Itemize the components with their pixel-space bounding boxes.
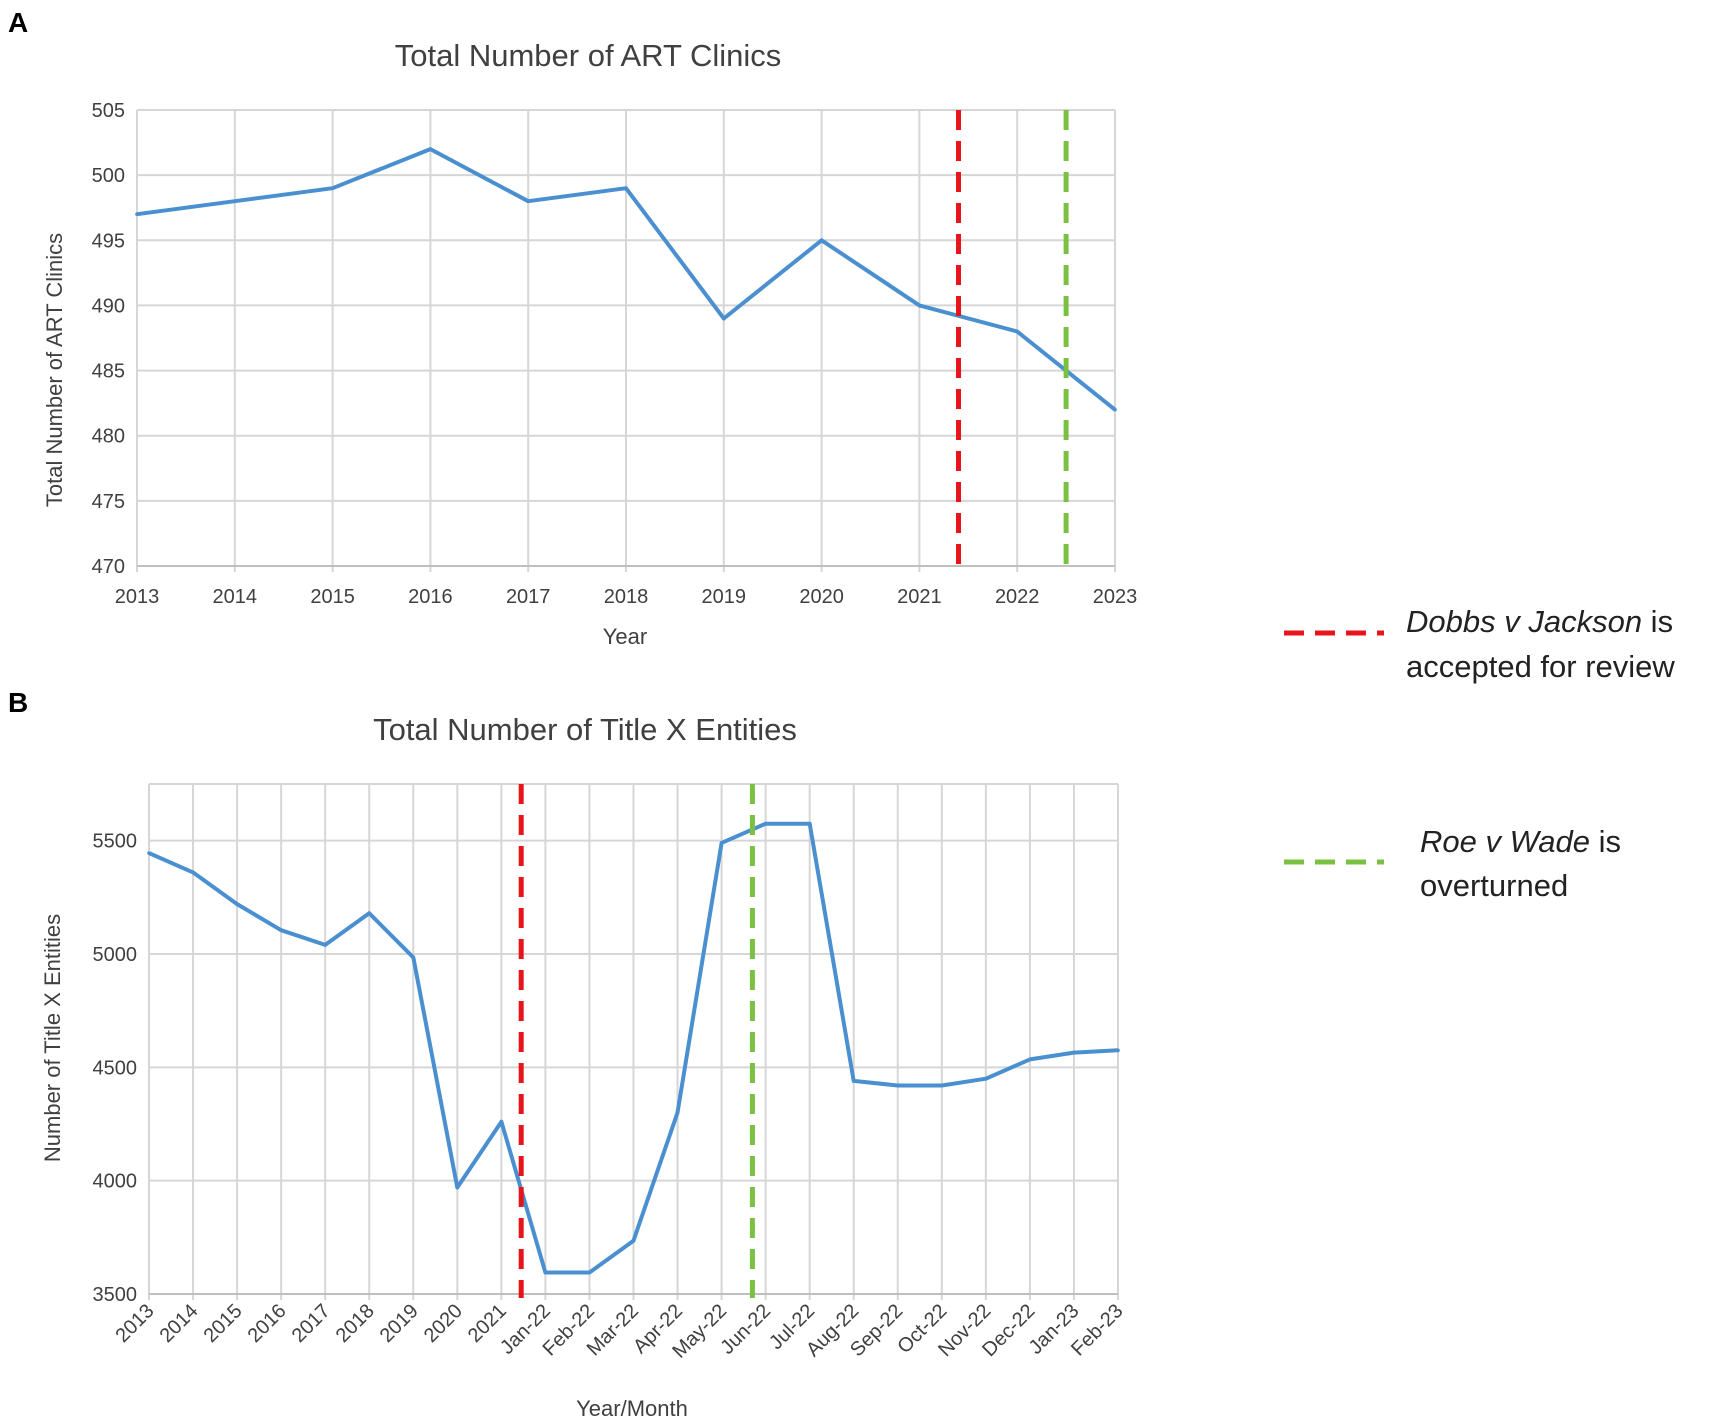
legend-dobbs-italic: Dobbs v Jackson — [1406, 604, 1642, 639]
chart-a-title: Total Number of ART Clinics — [395, 38, 782, 73]
chart-b-ytick-label: 5000 — [93, 944, 138, 966]
chart-a-data-point — [1015, 329, 1019, 334]
chart-a-xtick-label: 2022 — [995, 586, 1040, 608]
chart-b-data-point — [411, 955, 416, 960]
chart-a-xtick-label: 2017 — [506, 586, 551, 608]
chart-b-data-point — [147, 851, 151, 855]
legend: Dobbs v Jackson is accepted for review R… — [1284, 604, 1675, 903]
chart-b-ytick-label: 4500 — [93, 1057, 138, 1079]
chart-a-ytick-label: 485 — [92, 361, 125, 383]
chart-b-data-point — [851, 1079, 856, 1083]
legend-roe-line2: overturned — [1420, 868, 1568, 903]
chart-a-xtick-label: 2014 — [213, 586, 258, 608]
chart-b-xtick-label: 2020 — [420, 1300, 467, 1347]
chart-a-xlabel: Year — [603, 624, 647, 649]
legend-dobbs-rest: is — [1642, 604, 1673, 639]
chart-a-xtick-label: 2021 — [897, 586, 942, 608]
panel-a-letter: A — [8, 7, 28, 38]
chart-a-data-point — [917, 303, 922, 308]
chart-b-data-point — [940, 1083, 944, 1088]
chart-b-ytick-label: 4000 — [93, 1171, 138, 1193]
chart-a-data-point — [428, 147, 433, 151]
chart-a-data-point — [330, 186, 335, 190]
chart-b-xtick-label: 2019 — [376, 1300, 423, 1347]
chart-b-data-point — [719, 841, 724, 845]
chart-a-xtick-label: 2016 — [408, 586, 453, 608]
chart-a: Total Number of ART Clinics Year Total N… — [42, 38, 1137, 649]
chart-a-xtick-label: 2013 — [115, 586, 160, 608]
chart-b-data-point — [984, 1076, 988, 1081]
panel-b-letter: B — [8, 687, 28, 718]
chart-a-xtick-label: 2019 — [702, 586, 747, 608]
chart-a-ylabel: Total Number of ART Clinics — [42, 233, 67, 507]
chart-b-data-point — [235, 902, 239, 906]
chart-b-data-point — [807, 821, 812, 826]
chart-b-data-point — [587, 1270, 592, 1275]
chart-b-ytick-label: 3500 — [93, 1284, 138, 1306]
legend-roe-line1: Roe v Wade is — [1420, 824, 1621, 859]
chart-a-data-point — [1113, 407, 1117, 412]
chart-b-data-point — [279, 928, 283, 932]
chart-a-ytick-label: 500 — [92, 165, 125, 187]
chart-b-xtick-label: 2017 — [288, 1300, 335, 1347]
chart-b-data-point — [631, 1238, 636, 1243]
legend-dobbs-line1: Dobbs v Jackson is — [1406, 604, 1673, 639]
chart-b-data-point — [1116, 1048, 1120, 1053]
chart-a-ytick-label: 480 — [92, 426, 125, 448]
chart-b-data-point — [191, 870, 195, 875]
legend-roe-italic: Roe v Wade — [1420, 824, 1590, 859]
chart-b-data-point — [675, 1110, 680, 1115]
chart-b-xtick-label: 2016 — [244, 1300, 291, 1347]
chart-a-ytick-label: 495 — [92, 230, 125, 252]
chart-b-title: Total Number of Title X Entities — [373, 712, 797, 747]
chart-a-data-point — [819, 238, 824, 243]
chart-b-xtick-label: Jun-22 — [716, 1300, 775, 1359]
legend-dobbs-line2: accepted for review — [1406, 649, 1675, 684]
chart-a-ytick-label: 475 — [92, 491, 125, 513]
chart-b-data-point — [1028, 1057, 1032, 1062]
chart-b-ylabel: Number of Title X Entities — [40, 914, 65, 1162]
chart-a-data-point — [722, 316, 726, 321]
chart-a-ytick-label: 470 — [92, 556, 125, 578]
chart-b-data-point — [1072, 1050, 1076, 1055]
chart-a-ytick-label: 490 — [92, 295, 125, 317]
chart-a-data-point — [233, 199, 237, 203]
chart-b-xtick-label: 2015 — [200, 1300, 247, 1347]
chart-b-xtick-label: 2014 — [156, 1300, 203, 1347]
chart-a-xtick-label: 2023 — [1093, 586, 1138, 608]
chart-b-data-point — [323, 943, 327, 947]
chart-b-data-point — [367, 911, 372, 915]
chart-b-xlabel: Year/Month — [576, 1396, 688, 1421]
chart-b-data-point — [543, 1270, 548, 1275]
chart-b-data-point — [499, 1119, 504, 1124]
chart-b-xtick-label: 2013 — [112, 1300, 159, 1347]
chart-a-data-point — [135, 212, 139, 217]
chart-a-xtick-label: 2020 — [799, 586, 844, 608]
chart-a-xtick-label: 2015 — [310, 586, 355, 608]
chart-b: Total Number of Title X Entities Year/Mo… — [40, 712, 1128, 1421]
chart-b-ytick-label: 5500 — [93, 831, 138, 853]
chart-a-data-point — [624, 186, 628, 190]
chart-b-xtick-label: 2018 — [332, 1300, 379, 1347]
chart-a-ytick-label: 505 — [92, 100, 125, 122]
chart-a-data-point — [526, 199, 530, 203]
chart-b-data-point — [763, 821, 768, 826]
chart-b-data-point — [895, 1083, 900, 1088]
legend-roe-rest: is — [1590, 824, 1621, 859]
chart-a-xtick-label: 2018 — [604, 586, 649, 608]
chart-b-data-point — [455, 1185, 460, 1190]
